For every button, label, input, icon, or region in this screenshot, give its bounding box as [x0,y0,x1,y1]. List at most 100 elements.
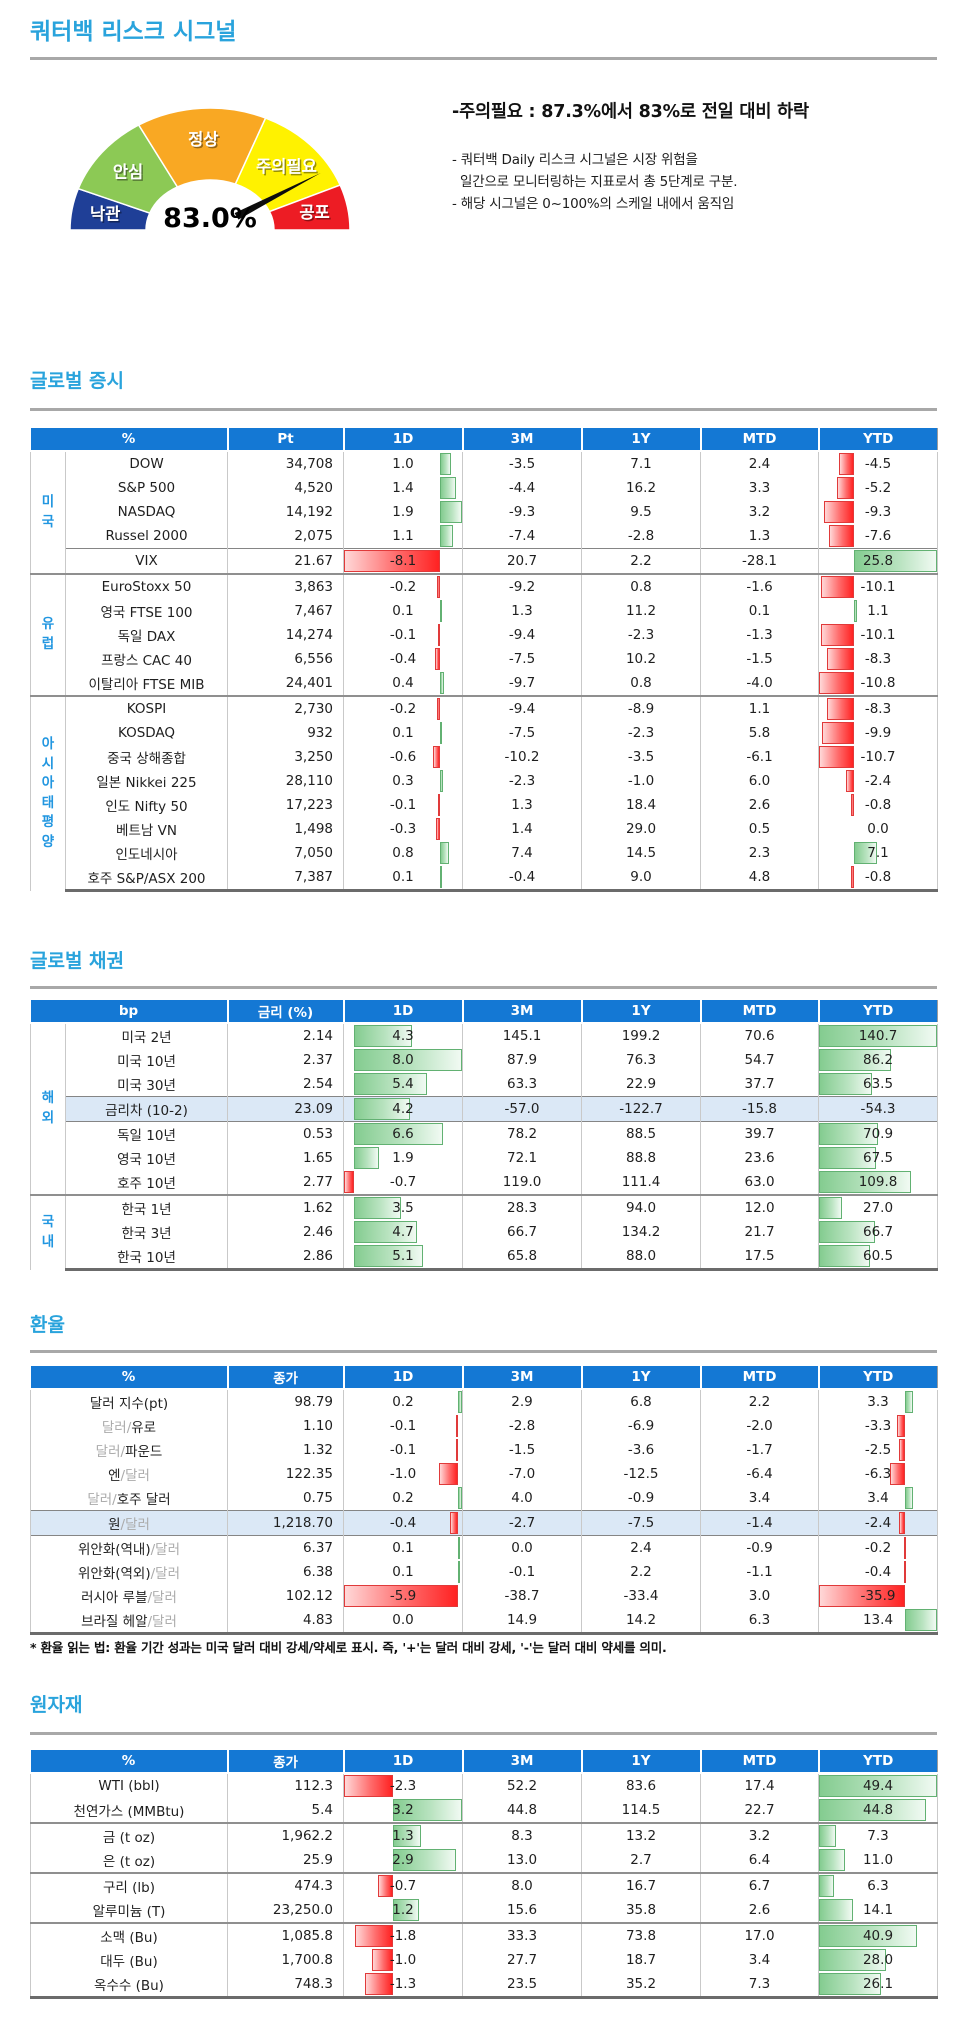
metric-value: -3.3 [818,1414,938,1438]
metric-value: 2.2 [581,548,701,574]
data-bar [439,866,442,888]
metric-value: -2.4 [818,769,938,793]
metric-value: 14,192 [227,500,344,524]
header-row: % 종가 1D 3M 1Y MTD YTD [30,1750,938,1774]
metric-value: 6.38 [227,1560,344,1584]
metric-value: 111.4 [581,1170,702,1195]
table-row: 천연가스 (MMBtu) 5.4 3.2 44.8 114.5 22.7 44.8 [30,1798,938,1823]
metric-value: 2.4 [581,1535,701,1560]
metric-value: -9.4 [462,623,582,647]
metric-value: 67.5 [818,1146,939,1170]
metric-value: 0.1 [343,865,463,892]
metric-label: 천연가스 (MMBtu) [30,1798,228,1823]
metric-label: Russel 2000 [65,524,228,549]
metric-value: 14.5 [581,841,701,865]
table-row: 해외 미국 2년 2.14 4.3 145.1 199.2 70.6 140.7 [30,1022,939,1195]
table-row: 베트남 VN 1,498 -0.3 1.4 29.0 0.5 0.0 [31,817,938,841]
metric-value: 145.1 [462,1022,583,1048]
data-bar [353,1073,427,1095]
metric-value: 0.0 [343,1608,463,1635]
data-bar [344,550,440,572]
metric-value: 1.4 [462,817,582,841]
gauge-segment [268,184,351,231]
data-bar [371,1949,394,1971]
market-table: bp 금리 (%) 1D 3M 1Y MTD YTD 해외 미국 2년 2.14 4.3 145.1 1… [30,1000,939,1271]
data-bar [393,1899,420,1921]
metric-value: 102.12 [227,1584,344,1608]
metric-value: 18.4 [581,793,701,817]
metric-value: 8.0 [343,1048,464,1072]
table-row: 유럽 EuroStoxx 50 3,863 -0.2 -9.2 0.8 -1.6 -10.1 [30,573,938,696]
metric-value: 14.9 [462,1608,582,1635]
metric-value: 3.0 [700,1584,819,1608]
section-title-fx: 환율 [30,1314,65,1336]
equities-table: % Pt 1D 3M 1Y MTD YTD 미국 DOW 34,708 1.0 -3.5 7.1 2.4-… [30,428,938,892]
metric-value: 7,387 [227,865,344,892]
column-header: 1Y [581,1750,702,1774]
metric-value: -3.5 [462,450,582,476]
metric-value: 13.2 [581,1822,701,1848]
metric-value: 0.1 [343,1535,463,1560]
metric-value: 2,075 [227,524,344,549]
metric-value: -12.5 [581,1462,701,1486]
metric-value: 24,401 [227,671,344,696]
data-bar [819,1899,853,1921]
metric-label: 원/달러 [30,1510,228,1536]
table-row: 위안화(역외)/달러 6.38 0.1 -0.1 2.2 -1.1 -0.4 [30,1560,938,1584]
table-row: WTI (bbl) 112.3 -2.3 52.2 83.6 17.4 49.4 [30,1772,938,1798]
metric-value: 94.0 [581,1194,702,1220]
data-bar [827,648,854,670]
table-row: 러시아 루블/달러 102.12 -5.9 -38.7 -33.4 3.0 -35.9 [30,1584,938,1608]
metric-value: 112.3 [227,1772,344,1798]
metric-value: 1.1 [343,524,463,549]
metric-value: 17.4 [700,1772,819,1798]
gauge-segment-label: 주의필요 [256,157,317,176]
data-bar [378,1875,394,1897]
metric-value: -7.4 [462,524,582,549]
metric-label: 달러/파운드 [30,1438,228,1462]
metric-value: 6.3 [818,1872,938,1898]
metric-value: 21.7 [700,1220,820,1244]
data-bar [353,1049,462,1071]
data-bar [353,1245,423,1267]
metric-value: 4.0 [462,1486,582,1511]
metric-value: 5.1 [343,1244,464,1271]
metric-value: -5.2 [818,476,938,500]
section-divider [30,1350,937,1353]
bonds-table: bp 금리 (%) 1D 3M 1Y MTD YTD 해외 미국 2년 2.14 4.3 145.1 1… [30,1000,939,1271]
data-bar [439,453,452,475]
metric-value: 39.7 [700,1121,820,1146]
column-header: MTD [700,1000,820,1024]
risk-note-1: - 쿼터백 Daily 리스크 시그널은 시장 위험을 [452,152,698,168]
metric-value: -35.9 [818,1584,938,1608]
gauge-segment-label-shadow: 정상 [190,131,220,150]
data-bar [353,1098,411,1120]
data-bar [456,1415,459,1437]
data-bar [439,525,453,547]
metric-value: 98.79 [227,1388,344,1414]
metric-value: 1,700.8 [227,1948,344,1972]
metric-label: 소맥 (Bu) [30,1922,228,1948]
metric-value: 49.4 [818,1772,938,1798]
table-row: 달러/파운드 1.32 -0.1 -1.5 -3.6 -1.7 -2.5 [30,1438,938,1462]
column-header: 3M [462,428,583,452]
column-header: 1D [343,1366,464,1390]
metric-label: 인도 Nifty 50 [65,793,228,817]
data-bar [393,1799,462,1821]
data-bar [903,1561,906,1583]
table-row: NASDAQ 14,192 1.9 -9.3 9.5 3.2 -9.3 [31,500,938,524]
section-title-commodities: 원자재 [30,1694,83,1716]
metric-label: 독일 10년 [64,1121,229,1146]
table-row: 알루미늄 (T) 23,250.0 1.2 15.6 35.8 2.6 14.1 [30,1898,938,1923]
risk-headline: -주의필요 : 87.3%에서 83%로 전일 대비 하락 [452,102,809,122]
data-bar [819,1197,842,1219]
metric-value: 9.0 [581,865,701,892]
metric-label: 한국 10년 [64,1244,229,1271]
metric-value: 932 [227,721,344,745]
column-header: 3M [462,1000,583,1024]
table-row: 프랑스 CAC 40 6,556 -0.4 -7.5 10.2 -1.5 -8.3 [31,647,938,671]
column-header: 3M [462,1750,583,1774]
metric-value: 88.0 [581,1244,702,1271]
metric-value: -1.6 [700,573,819,599]
table-row: Russel 2000 2,075 1.1 -7.4 -2.8 1.3 -7.6 [31,524,938,549]
